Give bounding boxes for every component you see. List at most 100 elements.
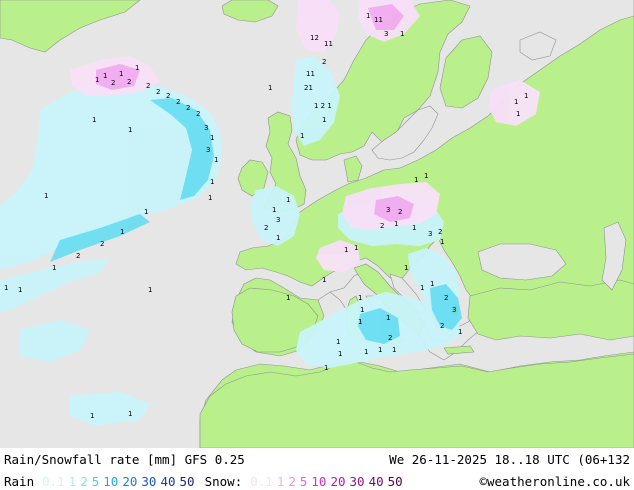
cell-label: 2 <box>111 79 115 87</box>
cell-label: 1 2 1 <box>314 102 332 110</box>
map-footer: Rain/Snowfall rate [mm] GFS 0.25 We 26-1… <box>0 448 634 490</box>
cell-label: 1 <box>4 284 8 292</box>
snow-legend-value: 20 <box>330 473 346 489</box>
cell-label: 3 <box>428 230 432 238</box>
britain-rain <box>250 186 300 246</box>
cell-label: 1 <box>52 264 56 272</box>
snow-legend-scale: 0.1 1 2 5 10 20 30 40 50 <box>250 474 406 489</box>
norway-rain <box>292 56 340 146</box>
crete-land <box>443 345 475 355</box>
cell-label: 11 <box>324 40 333 48</box>
cell-label: 2 <box>166 92 170 100</box>
greece-rain <box>430 284 462 330</box>
cell-label: 2 <box>196 110 200 118</box>
rain-legend-scale: 0.1 1 2 5 10 20 30 40 50 <box>42 474 198 489</box>
finland-land <box>439 35 493 109</box>
cell-label: 1 <box>135 64 139 72</box>
caspian-sea <box>601 221 627 291</box>
cell-label: 1 <box>95 76 99 84</box>
iceland-land <box>221 0 279 23</box>
white-sea <box>519 31 557 61</box>
cell-label: 1 <box>322 116 326 124</box>
snow-field-medium <box>96 4 414 222</box>
south-atlantic-rain <box>20 320 90 362</box>
cell-label: 1 <box>514 98 518 106</box>
cell-label: 2 <box>100 240 104 248</box>
cell-label: 1 <box>148 286 152 294</box>
cell-label: 1 <box>286 196 290 204</box>
snow-legend-value: 5 <box>299 473 308 489</box>
cell-label: 1 <box>386 314 390 322</box>
atlantic-tail-rain <box>50 214 150 262</box>
cell-label: 2 <box>438 228 442 236</box>
cell-label: 1 <box>210 134 214 142</box>
cell-label: 12 <box>310 34 319 42</box>
rain-legend-value: 10 <box>103 473 119 489</box>
cell-label: 3 <box>386 206 390 214</box>
cell-label: 1 <box>360 306 364 314</box>
cell-label: 1 <box>404 264 408 272</box>
cell-label: 1 <box>286 294 290 302</box>
italy-rain <box>358 308 400 344</box>
cell-label: 1 <box>400 30 404 38</box>
cell-label: 1 <box>276 234 280 242</box>
title-row: Rain/Snowfall rate [mm] GFS 0.25 We 26-1… <box>4 450 630 468</box>
cell-label: 3 <box>276 216 280 224</box>
cell-label: 1 <box>210 178 214 186</box>
precipitation-map: 1 1 2 1 2 1 2 2 2 2 2 2 3 1 3 1 1 1 1 1 … <box>0 0 634 448</box>
cell-label: 2 <box>127 78 131 86</box>
legend-row: Rain 0.1 1 2 5 10 20 30 40 50 Snow: 0.1 1 2 5 10 20 30… <box>4 472 630 490</box>
turkey-land <box>467 279 634 341</box>
alps-snow <box>316 240 360 272</box>
norwegian-sea-snow <box>96 64 140 90</box>
snow-legend-value: 40 <box>368 473 384 489</box>
cell-label: 1 <box>516 110 520 118</box>
rain-legend-value: 30 <box>141 473 157 489</box>
cell-label: 3 <box>384 30 388 38</box>
cell-label: 2 <box>156 88 160 96</box>
rain-legend-value: 20 <box>122 473 138 489</box>
atlantic-trail-rain <box>0 258 110 312</box>
cell-label: 1 <box>354 244 358 252</box>
cell-label: 1 <box>420 284 424 292</box>
cell-label: 1 <box>128 126 132 134</box>
rain-legend-value: 0.1 <box>42 473 65 489</box>
cell-label: 2 <box>440 322 444 330</box>
cell-label: 1 <box>120 228 124 236</box>
snow-legend-value: 50 <box>387 473 403 489</box>
atlantic-front-rain <box>150 98 214 200</box>
snow-legend-value: 2 <box>288 473 296 489</box>
ireland-land <box>237 159 269 197</box>
cell-label: 2 <box>264 224 268 232</box>
cell-label: 3 <box>452 306 456 314</box>
rain-legend-value: 1 <box>68 473 77 489</box>
rain-field-medium <box>50 98 462 344</box>
cell-label: 1 <box>268 84 272 92</box>
cell-label: 1 <box>524 92 528 100</box>
cell-label: 1 <box>364 348 368 356</box>
snow-legend-value: 30 <box>349 473 365 489</box>
cell-label: 1 <box>366 12 370 20</box>
rain-legend-value: 5 <box>91 473 100 489</box>
scandinavia-land <box>295 0 471 161</box>
map-title: Rain/Snowfall rate [mm] GFS 0.25 <box>4 451 245 467</box>
cell-label: 2 <box>444 294 448 302</box>
cell-label: 2 <box>380 222 384 230</box>
credit-link[interactable]: ©weatheronline.co.uk <box>479 473 630 489</box>
cell-label: 1 <box>44 192 48 200</box>
snow-legend-value: 10 <box>311 473 327 489</box>
rain-legend-value: 2 <box>80 473 88 489</box>
baltic-sea <box>371 105 439 161</box>
cell-label: 11 <box>374 16 383 24</box>
cell-label: 1 <box>392 346 396 354</box>
barents-snow <box>368 4 404 30</box>
cell-label: 1 <box>322 276 326 284</box>
cell-label: 1 <box>358 318 362 326</box>
cell-label: 1 <box>378 346 382 354</box>
cell-label: 3 <box>204 124 208 132</box>
cell-label: 1 <box>214 156 218 164</box>
poland-snow <box>374 196 414 222</box>
cell-label: 2 <box>176 98 180 106</box>
cell-label: 2 <box>146 82 150 90</box>
cell-label: 3 <box>206 146 210 154</box>
